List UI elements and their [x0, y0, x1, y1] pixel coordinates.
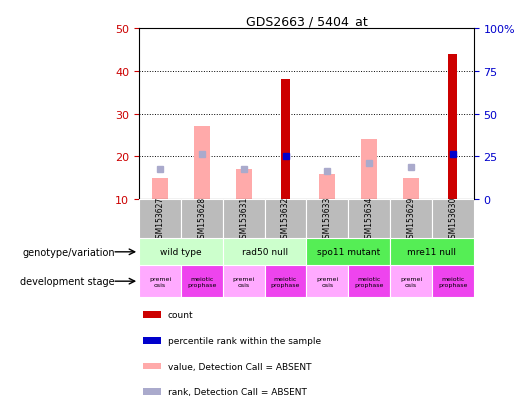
Text: meiotic
prophase: meiotic prophase	[438, 276, 468, 287]
Text: GSM153631: GSM153631	[239, 196, 248, 242]
Bar	[403, 178, 419, 200]
Bar	[390, 239, 474, 266]
Bar	[143, 337, 161, 344]
Bar	[265, 200, 306, 239]
Bar	[361, 140, 377, 200]
Text: premei
osis: premei osis	[233, 276, 255, 287]
Text: meiotic
prophase: meiotic prophase	[354, 276, 384, 287]
Text: rad50 null: rad50 null	[242, 248, 288, 257]
Text: GSM153634: GSM153634	[365, 196, 374, 242]
Bar	[319, 174, 335, 200]
Title: GDS2663 / 5404_at: GDS2663 / 5404_at	[246, 15, 367, 28]
Bar	[143, 389, 161, 395]
Bar	[181, 200, 222, 239]
Bar	[348, 266, 390, 297]
Text: premei
osis: premei osis	[149, 276, 171, 287]
Text: meiotic
prophase: meiotic prophase	[187, 276, 216, 287]
Bar	[265, 266, 306, 297]
Text: value, Detection Call = ABSENT: value, Detection Call = ABSENT	[168, 362, 312, 370]
Bar	[143, 311, 161, 318]
Bar	[139, 266, 181, 297]
Text: premei
osis: premei osis	[400, 276, 422, 287]
Bar	[281, 80, 290, 200]
Text: rank, Detection Call = ABSENT: rank, Detection Call = ABSENT	[168, 387, 307, 396]
Bar	[222, 239, 306, 266]
Bar	[306, 266, 348, 297]
Bar	[139, 239, 222, 266]
Text: premei
osis: premei osis	[316, 276, 338, 287]
Text: GSM153630: GSM153630	[449, 196, 457, 242]
Bar	[306, 239, 390, 266]
Text: spo11 mutant: spo11 mutant	[317, 248, 380, 257]
Bar	[194, 127, 210, 200]
Bar	[432, 200, 474, 239]
Text: GSM153627: GSM153627	[156, 196, 164, 242]
Text: meiotic
prophase: meiotic prophase	[271, 276, 300, 287]
Bar	[152, 178, 168, 200]
Text: GSM153633: GSM153633	[323, 196, 332, 242]
Bar	[390, 200, 432, 239]
Bar	[222, 200, 265, 239]
Bar	[306, 200, 348, 239]
Bar	[390, 266, 432, 297]
Text: percentile rank within the sample: percentile rank within the sample	[168, 336, 321, 345]
Bar	[222, 266, 265, 297]
Text: wild type: wild type	[160, 248, 202, 257]
Text: GSM153632: GSM153632	[281, 196, 290, 242]
Bar	[143, 363, 161, 370]
Text: genotype/variation: genotype/variation	[22, 247, 115, 257]
Text: development stage: development stage	[20, 277, 115, 287]
Bar	[348, 200, 390, 239]
Bar	[448, 55, 457, 200]
Text: count: count	[168, 311, 194, 319]
Bar	[236, 170, 252, 200]
Bar	[181, 266, 222, 297]
Text: mre11 null: mre11 null	[407, 248, 456, 257]
Bar	[432, 266, 474, 297]
Bar	[139, 200, 181, 239]
Text: GSM153628: GSM153628	[197, 196, 207, 242]
Text: GSM153629: GSM153629	[406, 196, 416, 242]
